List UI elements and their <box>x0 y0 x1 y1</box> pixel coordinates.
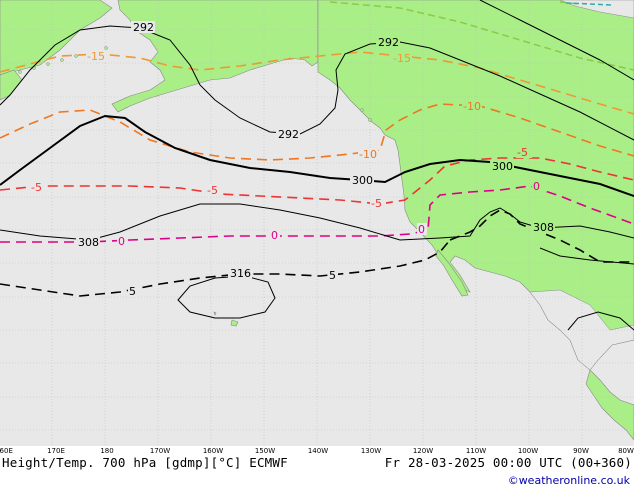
label-h300a: 300 <box>352 174 373 187</box>
label-tm15b: -15 <box>393 52 411 65</box>
label-tm5c: -5 <box>371 197 382 210</box>
label-tm10b: -10 <box>463 100 481 113</box>
label-tm10a: -10 <box>359 148 377 161</box>
label-h316: 316 <box>230 267 251 280</box>
weather-map: 292 292 292 300 300 308 308 316 -15 -15 … <box>0 0 634 446</box>
temp-contours <box>0 51 634 297</box>
contour-temp-minus5 <box>0 157 634 205</box>
contour-height-292-east <box>479 0 634 81</box>
lon-label: 180 <box>100 447 114 455</box>
temp-labels: -15 -15 -10 -10 -5 -5 -5 -5 0 0 0 0 5 5 <box>30 50 542 298</box>
lon-label: 170W <box>149 447 171 455</box>
temp-plus5-ext <box>449 209 634 263</box>
contour-temp-minus15 <box>0 51 634 115</box>
label-t0a: 0 <box>118 235 125 248</box>
label-t5b: 5 <box>329 269 336 282</box>
label-h308a: 308 <box>78 236 99 249</box>
lon-label: 110W <box>465 447 487 455</box>
contour-temp-minus10 <box>0 103 634 161</box>
graticule <box>0 0 634 446</box>
label-tm15a: -15 <box>87 50 105 63</box>
label-h300b: 300 <box>492 160 513 173</box>
temp-teal-marks <box>565 2 613 6</box>
label-h292a: 292 <box>133 21 154 34</box>
land-hawaii-2 <box>213 311 217 316</box>
land-baja <box>435 249 469 297</box>
lon-label: 90W <box>573 447 589 455</box>
credit-link[interactable]: ©weatheronline.co.uk <box>507 474 630 487</box>
lon-label: 100W <box>517 447 539 455</box>
lon-label: 130W <box>360 447 382 455</box>
height-labels: 292 292 292 300 300 308 308 316 <box>76 21 555 280</box>
lon-label: 160W <box>202 447 224 455</box>
lon-label: 170E <box>47 447 65 455</box>
land-hawaii <box>230 319 239 327</box>
contour-height-308 <box>0 203 634 241</box>
contour-temp-plus5 <box>0 239 451 297</box>
contour-height-316-loop <box>177 275 276 319</box>
label-h292c: 292 <box>278 128 299 141</box>
label-tm5d: -5 <box>517 146 528 159</box>
label-tm5a: -5 <box>31 181 42 194</box>
lon-label: 150W <box>254 447 276 455</box>
label-h292b: 292 <box>378 36 399 49</box>
map-title: Height/Temp. 700 hPa [gdmp][°C] ECMWF <box>2 455 288 470</box>
hudson-corner <box>559 0 634 19</box>
label-t0b: 0 <box>271 229 278 242</box>
label-t5a: 5 <box>129 285 136 298</box>
lon-label: 120W <box>412 447 434 455</box>
lon-label: 160E <box>0 447 13 455</box>
lon-label: 140W <box>307 447 329 455</box>
label-h308b: 308 <box>533 221 554 234</box>
contour-temp-zero <box>0 185 634 243</box>
contour-height-yucatan <box>567 311 634 331</box>
valid-time: Fr 28-03-2025 00:00 UTC (00+360) <box>384 455 632 470</box>
lon-label: 80W <box>618 447 634 455</box>
land-alaska <box>111 0 319 113</box>
label-tm5b: -5 <box>207 184 218 197</box>
land-central-america <box>585 369 634 441</box>
label-t0c: 0 <box>418 223 425 236</box>
label-t0d: 0 <box>533 180 540 193</box>
